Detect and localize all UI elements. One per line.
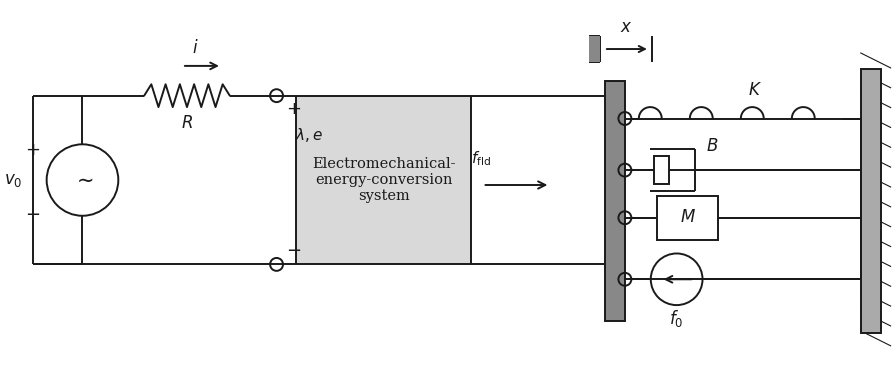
- Bar: [589, 36, 600, 62]
- Bar: [297, 96, 470, 265]
- Text: $M$: $M$: [680, 209, 695, 226]
- Text: $-$: $-$: [286, 239, 301, 258]
- Text: $x$: $x$: [620, 19, 632, 36]
- Text: $+$: $+$: [25, 141, 40, 159]
- Text: $B$: $B$: [706, 138, 719, 155]
- Text: $K$: $K$: [748, 82, 762, 99]
- Text: $f_{\rm fld}$: $f_{\rm fld}$: [470, 149, 491, 168]
- Text: $v_0$: $v_0$: [4, 172, 22, 189]
- Bar: [861, 69, 881, 333]
- Bar: [654, 156, 668, 184]
- Text: $f_0$: $f_0$: [669, 309, 684, 330]
- Text: Electromechanical-
energy-conversion
system: Electromechanical- energy-conversion sys…: [312, 157, 455, 203]
- Text: $-$: $-$: [25, 204, 40, 222]
- Text: $+$: $+$: [286, 100, 301, 118]
- Text: $\sim$: $\sim$: [72, 171, 93, 189]
- Text: $i$: $i$: [192, 39, 198, 57]
- Text: $\lambda, e$: $\lambda, e$: [296, 127, 323, 144]
- Bar: [605, 81, 625, 321]
- Text: $R$: $R$: [181, 115, 193, 132]
- Bar: [657, 196, 719, 240]
